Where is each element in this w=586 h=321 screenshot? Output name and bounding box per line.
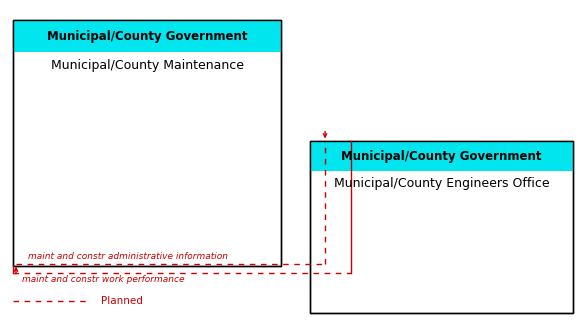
Bar [311, 142, 573, 313]
Text: Municipal/County Government: Municipal/County Government [342, 150, 542, 162]
Bar [13, 21, 281, 265]
Bar [311, 142, 573, 171]
Text: maint and constr work performance: maint and constr work performance [22, 275, 185, 284]
Text: Municipal/County Government: Municipal/County Government [47, 30, 247, 43]
Bar [13, 21, 281, 52]
Text: maint and constr administrative information: maint and constr administrative informat… [28, 252, 227, 261]
Bar [311, 142, 573, 313]
Text: Planned: Planned [101, 296, 142, 306]
Text: Municipal/County Engineers Office: Municipal/County Engineers Office [334, 177, 550, 190]
Bar [13, 21, 281, 265]
Text: Municipal/County Maintenance: Municipal/County Maintenance [51, 59, 244, 72]
